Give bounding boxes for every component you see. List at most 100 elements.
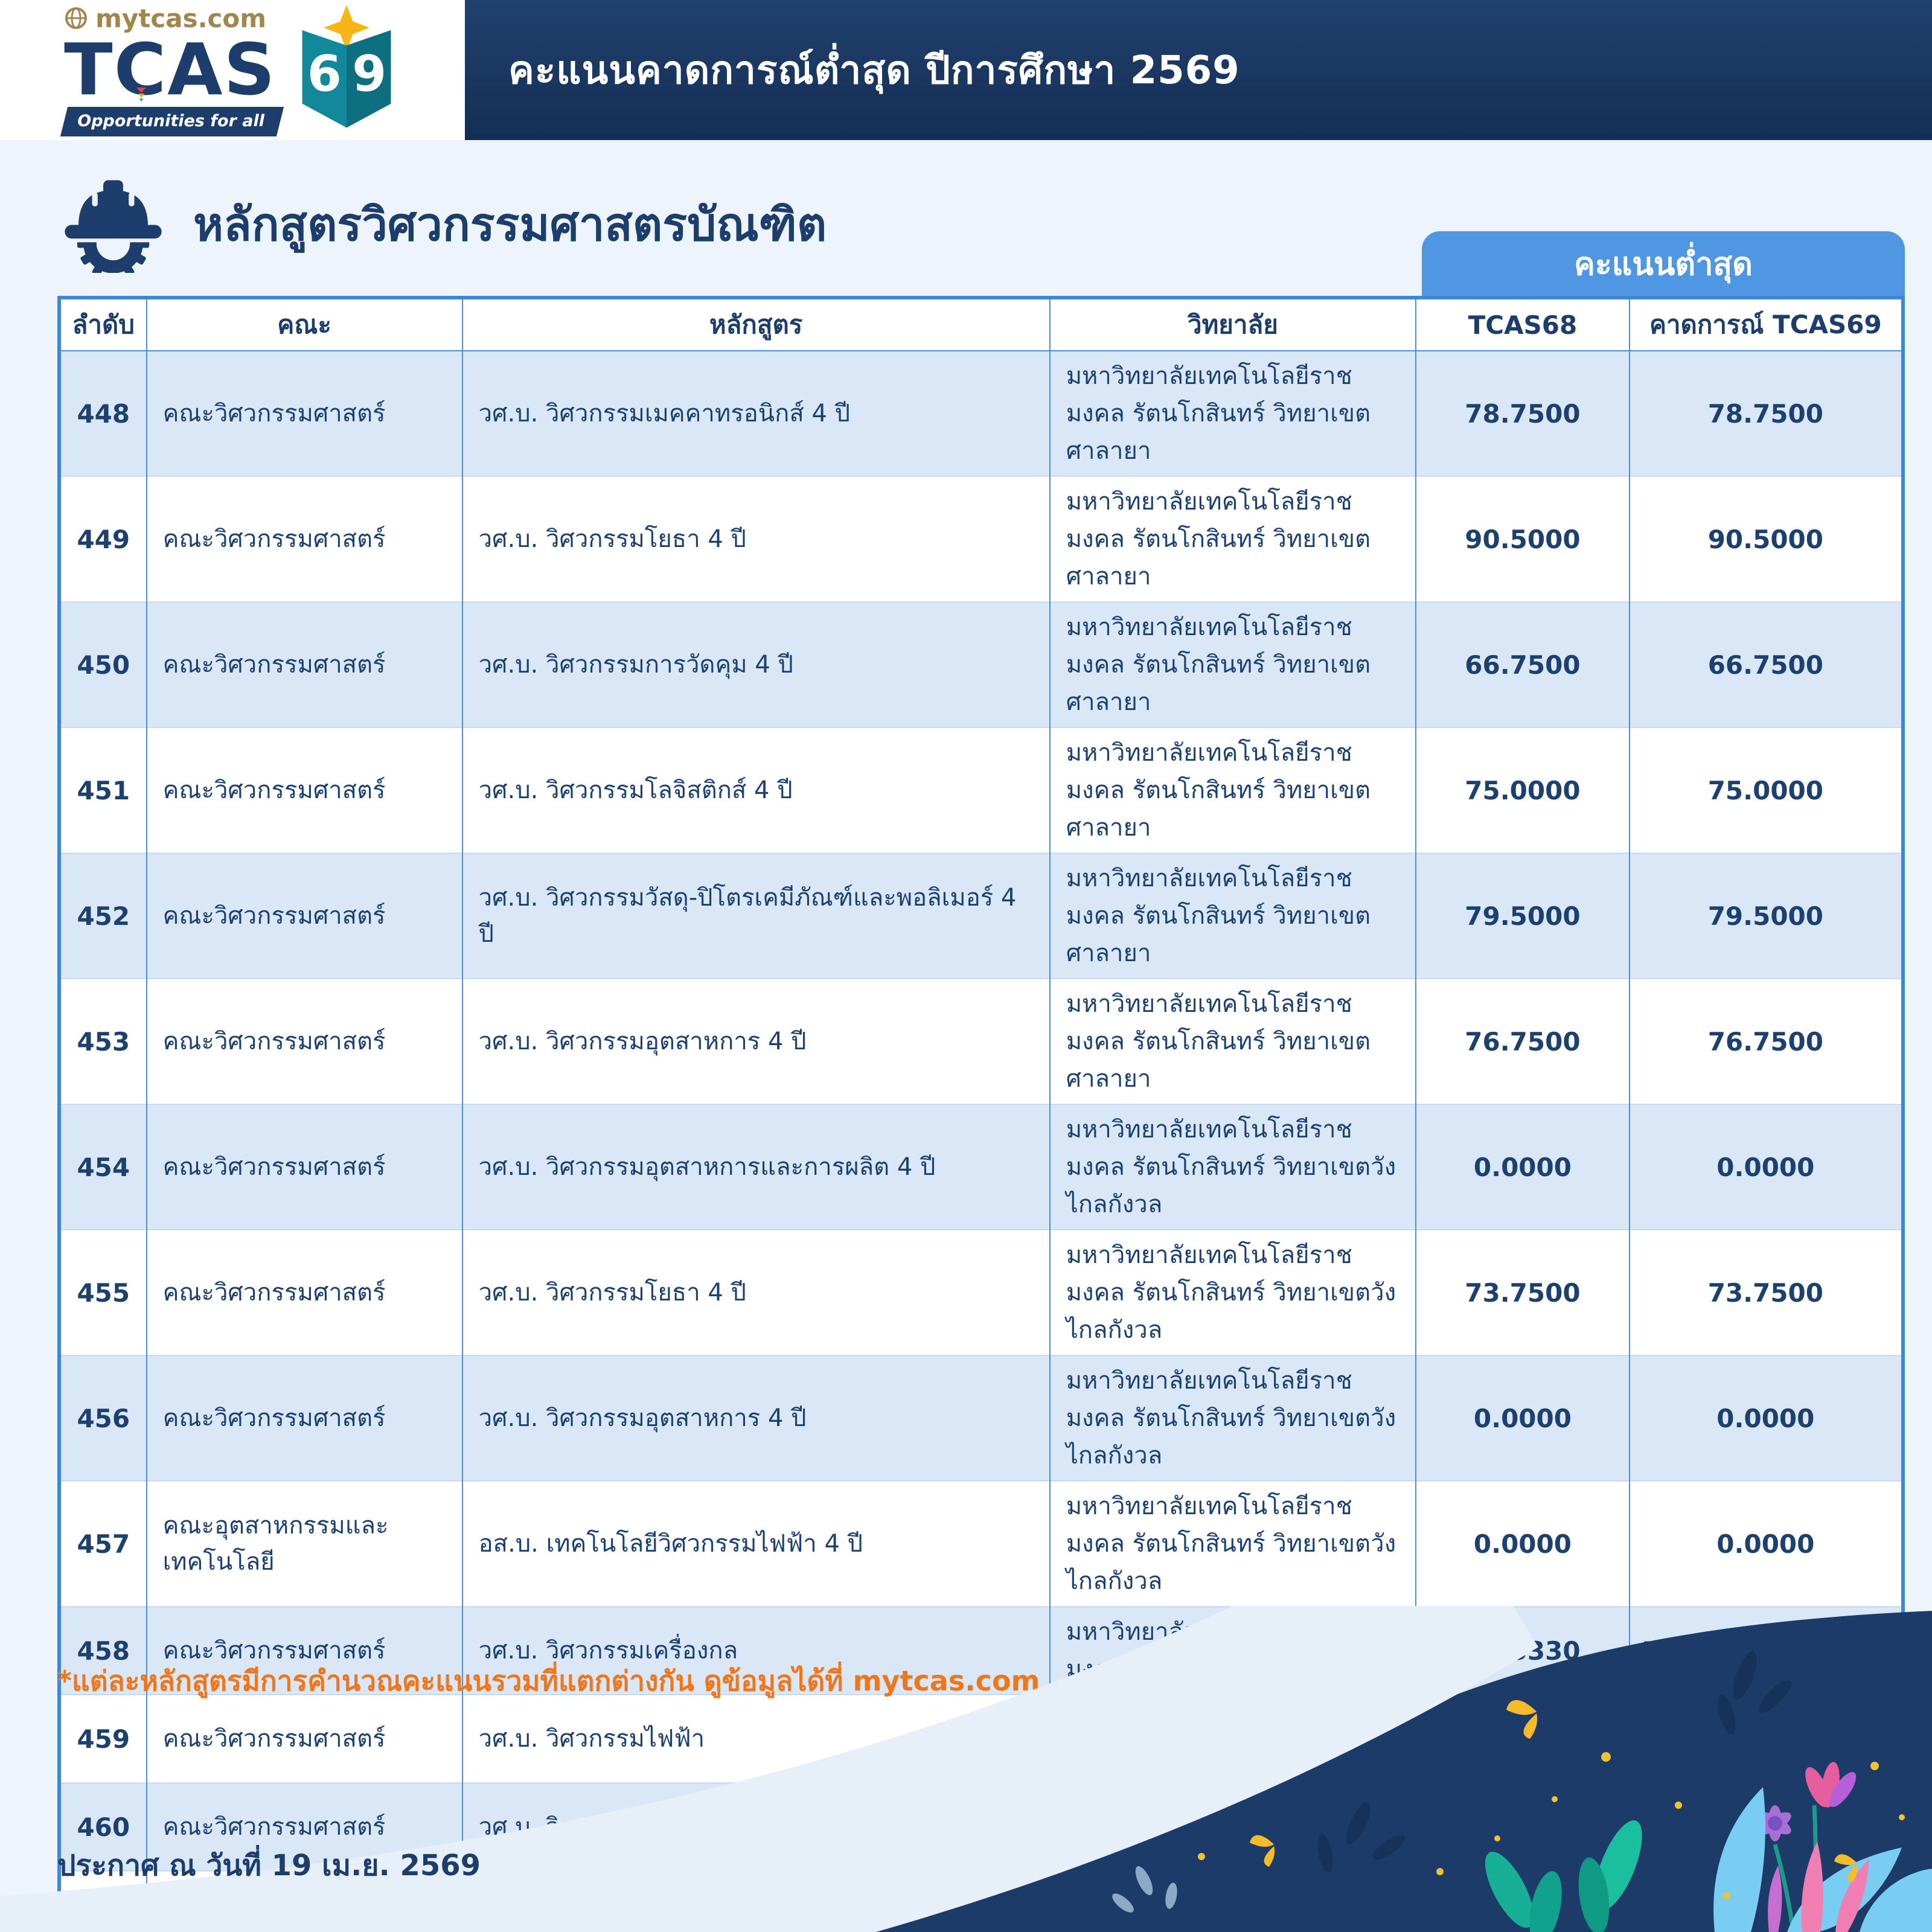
cell-program: วศ.บ. วิศวกรรมโลจิสติกส์ 4 ปี [461, 727, 1050, 853]
svg-text:9: 9 [352, 46, 386, 103]
col-header-rank: ลำดับ [59, 298, 147, 351]
cell-program: วศ.บ. วิศวกรรมวัสดุ-ปิโตรเคมีภัณฑ์และพอล… [461, 852, 1050, 979]
cell-tcas68: 75.0000 [1415, 727, 1630, 853]
cell-tcas69: 78.7500 [1628, 350, 1903, 476]
table-row: 448 คณะวิศวกรรมศาสตร์ วศ.บ. วิศวกรรมเมคค… [59, 350, 1903, 476]
cell-program: วศ.บ. วิศวกรรมอุตสาหการ 4 ปี [461, 1355, 1050, 1481]
cell-faculty: คณะวิศวกรรมศาสตร์ [146, 727, 462, 853]
cell-tcas68: 0.0000 [1415, 1104, 1630, 1230]
cell-tcas69: 73.7500 [1628, 1229, 1903, 1355]
cell-college: มหาวิทยาลัยเทคโนโลยีราชมงคล รัตนโกสินทร์… [1049, 852, 1416, 979]
table-row: 449 คณะวิศวกรรมศาสตร์ วศ.บ. วิศวกรรมโยธา… [59, 476, 1903, 602]
cell-tcas68: 66.7500 [1415, 601, 1630, 728]
col-header-program: หลักสูตร [461, 298, 1050, 351]
col-header-college: วิทยาลัย [1049, 298, 1416, 351]
cell-faculty: คณะวิศวกรรมศาสตร์ [146, 476, 462, 602]
cell-rank: 451 [59, 727, 147, 853]
cell-tcas68: 0.0000 [1415, 1480, 1630, 1607]
section-title: หลักสูตรวิศวกรรมศาสตรบัณฑิต [193, 197, 827, 251]
cell-program: วศ.บ. วิศวกรรมอุตสาหการและการผลิต 4 ปี [461, 1104, 1050, 1230]
cell-faculty: คณะวิศวกรรมศาสตร์ [146, 1606, 462, 1695]
cell-faculty: คณะวิศวกรรมศาสตร์ [146, 978, 462, 1104]
cell-tcas68: 90.5000 [1415, 476, 1630, 602]
cell-tcas68: 78.7500 [1415, 350, 1630, 476]
cell-tcas69: 0.0000 [1628, 1480, 1903, 1607]
cell-program: อส.บ. เทคโนโลยีวิศวกรรมไฟฟ้า 4 ปี [461, 1480, 1050, 1607]
bottom-wave-decoration [0, 1606, 1932, 1932]
cell-rank: 454 [59, 1104, 147, 1230]
table-row: 456 คณะวิศวกรรมศาสตร์ วศ.บ. วิศวกรรมอุตส… [59, 1355, 1903, 1481]
cell-faculty: คณะวิศวกรรมศาสตร์ [146, 350, 462, 476]
cell-tcas69: 79.5000 [1628, 852, 1903, 979]
cell-faculty: คณะอุตสาหกรรมและเทคโนโลยี [146, 1480, 462, 1607]
cell-rank: 455 [59, 1229, 147, 1355]
tcas-wordmark: TCAS [64, 27, 277, 111]
header: mytcas.com TCAS Opportunities for all [0, 0, 1932, 140]
cell-tcas69: 0.0000 [1628, 1355, 1903, 1481]
cell-rank: 448 [59, 350, 147, 476]
cell-college: มหาวิทยาลัยเทคโนโลยีราชมงคล รัตนโกสินทร์… [1049, 476, 1416, 602]
tcas-logo-group: mytcas.com TCAS Opportunities for all [60, 4, 401, 137]
section-heading: หลักสูตรวิศวกรรมศาสตรบัณฑิต [57, 176, 827, 273]
cell-faculty: คณะวิศวกรรมศาสตร์ [146, 1782, 462, 1871]
mytcas-site-label: mytcas.com [95, 3, 267, 33]
table-row: 453 คณะวิศวกรรมศาสตร์ วศ.บ. วิศวกรรมอุตส… [59, 978, 1903, 1104]
cell-faculty: คณะวิศวกรรมศาสตร์ [146, 1104, 462, 1230]
table-row: 457 คณะอุตสาหกรรมและเทคโนโลยี อส.บ. เทคโ… [59, 1480, 1903, 1607]
cell-tcas69: 76.7500 [1628, 978, 1903, 1104]
tcas-tagline-ribbon: Opportunities for all [60, 107, 284, 137]
svg-text:6: 6 [307, 46, 342, 103]
cell-faculty: คณะวิศวกรรมศาสตร์ [146, 1355, 462, 1481]
col-header-tcas69: คาดการณ์ TCAS69 [1628, 298, 1903, 351]
publish-date: ประกาศ ณ วันที่ 19 เม.ย. 2569 [57, 1849, 481, 1882]
tcas-logo-left: mytcas.com TCAS Opportunities for all [60, 4, 284, 137]
table-row: 455 คณะวิศวกรรมศาสตร์ วศ.บ. วิศวกรรมโยธา… [59, 1229, 1903, 1355]
cell-faculty: คณะวิศวกรรมศาสตร์ [146, 852, 462, 979]
cell-college: มหาวิทยาลัยเทคโนโลยีราชมงคล รัตนโกสินทร์… [1049, 1104, 1416, 1230]
cell-rank: 452 [59, 852, 147, 979]
cell-program: วศ.บ. วิศวกรรมเครื่องกล [461, 1606, 1050, 1695]
cell-rank: 458 [59, 1606, 147, 1695]
cell-program: วศ.บ. วิศวกรรมเมคคาทรอนิกส์ 4 ปี [461, 350, 1050, 476]
table-row: 450 คณะวิศวกรรมศาสตร์ วศ.บ. วิศวกรรมการว… [59, 601, 1903, 728]
table-header-row: ลำดับ คณะ หลักสูตร วิทยาลัย TCAS68 คาดกา… [59, 298, 1903, 351]
cell-college: มหาวิทยาลัยเทคโนโลยีราชมงคล รัตนโกสินทร์… [1049, 350, 1416, 476]
cell-faculty: คณะวิศวกรรมศาสตร์ [146, 601, 462, 728]
col-header-tcas68: TCAS68 [1415, 298, 1630, 351]
tcas69-badge-icon: 6 9 [302, 4, 391, 128]
cell-tcas69: 75.0000 [1628, 727, 1903, 853]
table-row: 452 คณะวิศวกรรมศาสตร์ วศ.บ. วิศวกรรมวัสด… [59, 852, 1903, 979]
cell-tcas68: 73.7500 [1415, 1229, 1630, 1355]
globe-icon [65, 7, 88, 30]
min-score-badge: คะแนนต่ำสุด [1422, 231, 1905, 296]
cell-college: มหาวิทยาลัยเทคโนโลยีราชมงคล รัตนโกสินทร์… [1049, 1355, 1416, 1481]
tcas-tagline: Opportunities for all [77, 112, 265, 131]
cell-faculty: คณะวิศวกรรมศาสตร์ [146, 1694, 462, 1783]
cell-college: มหาวิทยาลัยเทคโนโลยีราชมงคล รัตนโกสินทร์… [1049, 1480, 1416, 1607]
col-header-faculty: คณะ [146, 298, 462, 351]
tcas-color-mark-icon [136, 88, 147, 103]
cell-tcas69: 0.0000 [1628, 1104, 1903, 1230]
cell-faculty: คณะวิศวกรรมศาสตร์ [146, 1229, 462, 1355]
cell-college: มหาวิทยาลัยเทคโนโลยีราชมงคล รัตนโกสินทร์… [1049, 727, 1416, 853]
table-row: 451 คณะวิศวกรรมศาสตร์ วศ.บ. วิศวกรรมโลจิ… [59, 727, 1903, 853]
cell-rank: 450 [59, 601, 147, 728]
table-row: 454 คณะวิศวกรรมศาสตร์ วศ.บ. วิศวกรรมอุตส… [59, 1104, 1903, 1230]
mytcas-site-line: mytcas.com [64, 4, 266, 33]
cell-rank: 459 [59, 1694, 147, 1783]
cell-college: มหาวิทยาลัยเทคโนโลยีราชมงคล รัตนโกสินทร์… [1049, 1229, 1416, 1355]
cell-rank: 449 [59, 476, 147, 602]
cell-rank: 460 [59, 1782, 147, 1871]
footnote: *แต่ละหลักสูตรมีการคำนวณคะแนนรวมที่แตกต่… [57, 1665, 1040, 1697]
title-bar: คะแนนคาดการณ์ต่ำสุด ปีการศึกษา 2569 [465, 0, 1932, 140]
engineer-helmet-gear-icon [57, 176, 169, 273]
cell-program: วศ.บ. วิศวกรรมโยธา 4 ปี [461, 476, 1050, 602]
cell-rank: 453 [59, 978, 147, 1104]
cell-rank: 457 [59, 1480, 147, 1607]
cell-program: วศ.บ. วิศวกรรมอุตสาหการ 4 ปี [461, 978, 1050, 1104]
cell-college: มหาวิทยาลัยเทคโนโลยีราชมงคล รัตนโกสินทร์… [1049, 978, 1416, 1104]
cell-tcas68: 76.7500 [1415, 978, 1630, 1104]
cell-tcas68: 0.0000 [1415, 1355, 1630, 1481]
page-title: คะแนนคาดการณ์ต่ำสุด ปีการศึกษา 2569 [508, 48, 1240, 93]
